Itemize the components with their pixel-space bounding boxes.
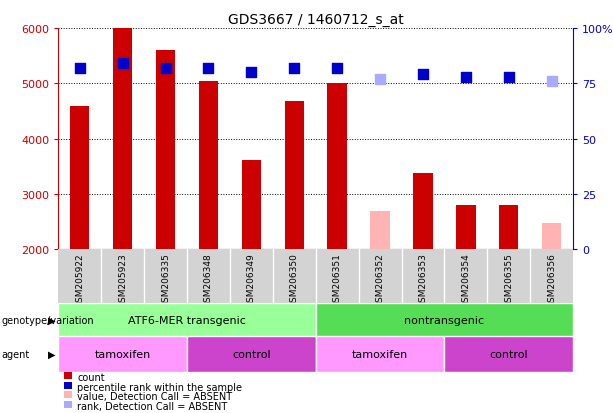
Bar <box>327 84 347 250</box>
Text: genotype/variation: genotype/variation <box>1 315 94 325</box>
Bar <box>316 337 444 372</box>
Text: tamoxifen: tamoxifen <box>352 349 408 359</box>
Bar <box>58 304 316 337</box>
Text: tamoxifen: tamoxifen <box>94 349 151 359</box>
Bar <box>187 337 316 372</box>
Bar <box>156 51 175 250</box>
Point <box>161 65 170 72</box>
Text: nontransgenic: nontransgenic <box>405 315 484 325</box>
Text: count: count <box>77 372 105 382</box>
Text: GSM206354: GSM206354 <box>462 253 470 307</box>
Text: GSM205923: GSM205923 <box>118 253 127 307</box>
Text: GSM206349: GSM206349 <box>247 253 256 307</box>
Text: GSM205922: GSM205922 <box>75 253 84 307</box>
Point <box>332 65 342 72</box>
Bar <box>199 81 218 250</box>
Text: GSM206356: GSM206356 <box>547 253 556 307</box>
Title: GDS3667 / 1460712_s_at: GDS3667 / 1460712_s_at <box>228 12 403 26</box>
Point <box>375 76 385 83</box>
Point <box>204 65 213 72</box>
Text: ▶: ▶ <box>48 315 55 325</box>
Text: rank, Detection Call = ABSENT: rank, Detection Call = ABSENT <box>77 401 227 411</box>
Bar <box>113 29 132 250</box>
Bar <box>370 211 390 250</box>
Text: control: control <box>232 349 271 359</box>
Text: GSM206351: GSM206351 <box>333 253 341 307</box>
Bar <box>499 206 519 250</box>
Bar <box>444 337 573 372</box>
Bar <box>316 304 573 337</box>
Bar <box>58 337 187 372</box>
Point <box>75 65 85 72</box>
Text: ▶: ▶ <box>48 349 55 359</box>
Point <box>418 72 428 78</box>
Bar <box>413 173 433 250</box>
Text: ATF6-MER transgenic: ATF6-MER transgenic <box>128 315 246 325</box>
Point <box>461 74 471 81</box>
Point <box>246 70 256 76</box>
Text: GSM206335: GSM206335 <box>161 253 170 307</box>
Point <box>289 65 299 72</box>
Text: GSM206353: GSM206353 <box>419 253 427 307</box>
Text: control: control <box>489 349 528 359</box>
Point <box>504 74 514 81</box>
Text: percentile rank within the sample: percentile rank within the sample <box>77 382 242 392</box>
Text: GSM206348: GSM206348 <box>204 253 213 307</box>
Point <box>118 61 128 68</box>
Bar <box>242 160 261 250</box>
Bar <box>456 206 476 250</box>
Text: GSM206352: GSM206352 <box>376 253 384 307</box>
Text: value, Detection Call = ABSENT: value, Detection Call = ABSENT <box>77 391 232 401</box>
Bar <box>284 102 304 250</box>
Text: GSM206350: GSM206350 <box>290 253 299 307</box>
Text: GSM206355: GSM206355 <box>504 253 513 307</box>
Point <box>547 78 557 85</box>
Text: agent: agent <box>1 349 29 359</box>
Bar <box>70 106 89 250</box>
Bar <box>542 223 562 250</box>
